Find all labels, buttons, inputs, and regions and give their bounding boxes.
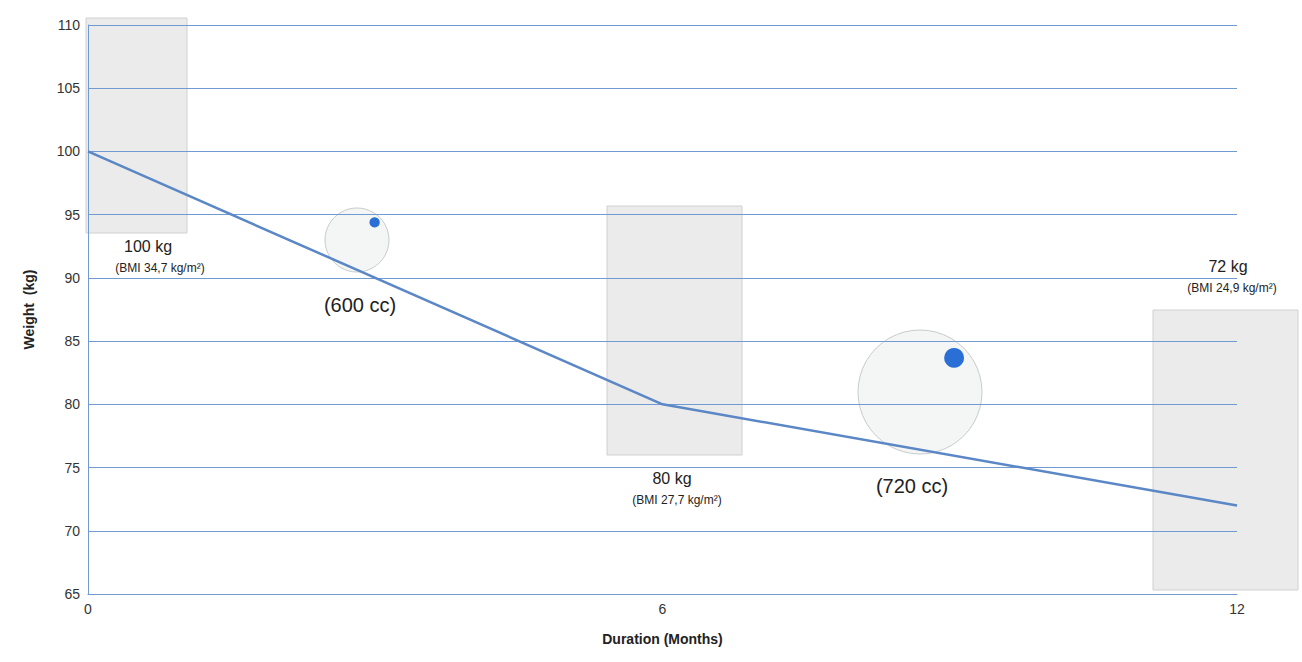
svg-text:70: 70 bbox=[64, 523, 80, 539]
svg-text:Duration (Months): Duration (Months) bbox=[602, 631, 723, 647]
svg-text:6: 6 bbox=[659, 601, 667, 617]
svg-text:65: 65 bbox=[64, 586, 80, 602]
svg-text:(BMI 27,7 kg/m²): (BMI 27,7 kg/m²) bbox=[632, 493, 721, 507]
svg-text:90: 90 bbox=[64, 270, 80, 286]
svg-text:12: 12 bbox=[1229, 601, 1245, 617]
svg-text:85: 85 bbox=[64, 333, 80, 349]
svg-text:(600 cc): (600 cc) bbox=[324, 294, 396, 316]
svg-text:80 kg: 80 kg bbox=[652, 470, 691, 487]
svg-text:(BMI 34,7 kg/m²): (BMI 34,7 kg/m²) bbox=[115, 261, 204, 275]
svg-text:95: 95 bbox=[64, 207, 80, 223]
svg-text:110: 110 bbox=[58, 17, 81, 33]
svg-text:100 kg: 100 kg bbox=[124, 238, 172, 255]
svg-text:Weight (kg): Weight (kg) bbox=[21, 270, 37, 350]
svg-text:(720 cc): (720 cc) bbox=[876, 475, 948, 497]
svg-text:105: 105 bbox=[57, 80, 81, 96]
svg-text:(BMI 24,9 kg/m²): (BMI 24,9 kg/m²) bbox=[1187, 281, 1276, 295]
svg-text:0: 0 bbox=[84, 601, 92, 617]
svg-text:72 kg: 72 kg bbox=[1208, 258, 1247, 275]
svg-text:80: 80 bbox=[64, 396, 80, 412]
svg-text:75: 75 bbox=[64, 460, 80, 476]
svg-text:100: 100 bbox=[57, 143, 81, 159]
